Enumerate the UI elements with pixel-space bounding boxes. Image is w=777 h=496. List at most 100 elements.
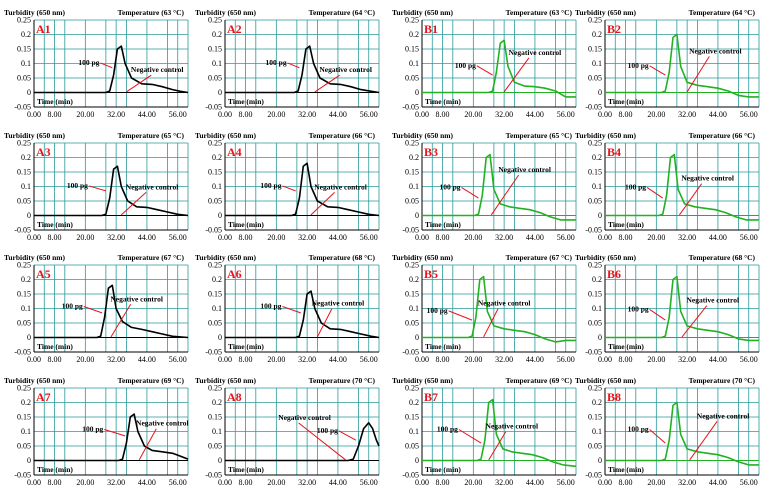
annotation-pointer bbox=[649, 308, 666, 321]
annotation-pointer bbox=[448, 310, 473, 321]
y-tick-label: 0.05 bbox=[405, 319, 419, 328]
temperature-label: Temperature (63 °C) bbox=[506, 8, 573, 17]
y-tick-label: 0 bbox=[218, 88, 222, 97]
x-tick-label: 0.00 bbox=[218, 233, 232, 242]
time-label: Time (min) bbox=[608, 97, 644, 106]
time-label: Time (min) bbox=[228, 342, 264, 351]
temperature-label: Temperature (68 °C) bbox=[309, 253, 376, 262]
annotation-negative-control: Negative control bbox=[319, 65, 372, 74]
panel-a5: -0.05 0 0.05 0.1 0.15 0.2 0.25 0.00 8.00 20.00 32.… bbox=[4, 253, 189, 364]
x-tick-label: 0.00 bbox=[415, 478, 429, 487]
y-tick-label: 0.15 bbox=[405, 413, 419, 422]
x-tick-label: 56.00 bbox=[740, 110, 758, 119]
panel-a6: -0.05 0 0.05 0.1 0.15 0.2 0.25 0.00 8.00 20.00 32.… bbox=[195, 253, 380, 364]
annotation-pointer bbox=[316, 308, 333, 338]
y-tick-label: 0.2 bbox=[409, 153, 419, 162]
y-tick-label: -0.05 bbox=[585, 471, 602, 480]
x-tick-label: 56.00 bbox=[740, 233, 758, 242]
temperature-label: Temperature (64 °C) bbox=[309, 8, 376, 17]
y-tick-label: 0.25 bbox=[17, 261, 31, 270]
y-tick-label: 0 bbox=[598, 456, 602, 465]
y-tick-label: 0.1 bbox=[592, 427, 602, 436]
y-tick-label: 0.1 bbox=[592, 182, 602, 191]
annotation-100pg: 100 pg bbox=[427, 306, 448, 315]
y-tick-label: 0 bbox=[598, 211, 602, 220]
x-tick-label: 0.00 bbox=[598, 233, 612, 242]
annotation-pointer bbox=[83, 306, 103, 314]
y-tick-label: 0.05 bbox=[405, 442, 419, 451]
x-tick-label: 8.00 bbox=[48, 110, 62, 119]
x-tick-label: 0.00 bbox=[598, 110, 612, 119]
annotation-pointer bbox=[120, 192, 147, 216]
x-tick-label: 20.00 bbox=[76, 233, 94, 242]
y-tick-label: 0.25 bbox=[405, 16, 419, 25]
x-tick-label: 20.00 bbox=[647, 233, 665, 242]
y-tick-label: 0.25 bbox=[405, 139, 419, 148]
annotation-100pg: 100 pg bbox=[437, 425, 458, 434]
y-tick-label: 0.05 bbox=[405, 74, 419, 83]
x-tick-label: 20.00 bbox=[76, 478, 94, 487]
turbidity-label: Turbidity (650 nm) bbox=[575, 253, 636, 262]
y-tick-label: 0 bbox=[27, 211, 31, 220]
x-tick-label: 0.00 bbox=[27, 478, 41, 487]
annotation-pointer bbox=[338, 430, 357, 441]
x-tick-label: 44.00 bbox=[138, 233, 156, 242]
y-tick-label: 0.1 bbox=[212, 427, 222, 436]
x-tick-label: 0.00 bbox=[415, 233, 429, 242]
x-tick-label: 32.00 bbox=[678, 233, 696, 242]
y-tick-label: 0.15 bbox=[17, 290, 31, 299]
y-tick-label: 0.05 bbox=[17, 319, 31, 328]
x-tick-label: 44.00 bbox=[329, 478, 347, 487]
x-tick-label: 44.00 bbox=[709, 110, 727, 119]
annotation-pointer bbox=[488, 431, 507, 461]
x-tick-label: 20.00 bbox=[267, 233, 285, 242]
x-tick-label: 32.00 bbox=[495, 233, 513, 242]
x-tick-label: 56.00 bbox=[169, 110, 187, 119]
turbidity-label: Turbidity (650 nm) bbox=[4, 253, 65, 262]
annotation-pointer bbox=[126, 74, 152, 93]
y-tick-label: 0.05 bbox=[17, 197, 31, 206]
annotation-pointer bbox=[314, 74, 340, 93]
annotation-pointer bbox=[104, 429, 126, 437]
annotation-negative-control: Negative control bbox=[697, 411, 750, 420]
annotation-pointer bbox=[689, 421, 718, 461]
y-tick-label: 0.25 bbox=[17, 139, 31, 148]
panel-label: A6 bbox=[227, 267, 242, 281]
y-tick-label: -0.05 bbox=[14, 103, 31, 112]
time-label: Time (min) bbox=[608, 342, 644, 351]
annotation-pointer bbox=[503, 57, 530, 93]
temperature-label: Temperature (67 °C) bbox=[506, 253, 573, 262]
panel-label: B8 bbox=[607, 390, 621, 404]
turbidity-label: Turbidity (650 nm) bbox=[195, 131, 256, 140]
series-100pg-line bbox=[422, 39, 576, 98]
temperature-label: Temperature (64 °C) bbox=[689, 8, 756, 17]
x-tick-label: 32.00 bbox=[495, 478, 513, 487]
y-tick-label: 0.15 bbox=[405, 45, 419, 54]
y-tick-label: 0.05 bbox=[17, 74, 31, 83]
panel-label: B4 bbox=[607, 145, 621, 159]
y-tick-label: -0.05 bbox=[205, 348, 222, 357]
y-tick-label: -0.05 bbox=[205, 471, 222, 480]
y-tick-label: 0 bbox=[218, 211, 222, 220]
y-tick-label: 0.15 bbox=[405, 290, 419, 299]
y-tick-label: -0.05 bbox=[585, 348, 602, 357]
y-tick-label: 0.2 bbox=[212, 275, 222, 284]
x-tick-label: 32.00 bbox=[495, 355, 513, 364]
turbidity-label: Turbidity (650 nm) bbox=[4, 8, 65, 17]
y-tick-label: -0.05 bbox=[14, 226, 31, 235]
annotation-100pg: 100 pg bbox=[628, 61, 649, 70]
annotation-negative-control: Negative control bbox=[478, 299, 531, 308]
annotation-negative-control: Negative control bbox=[498, 165, 551, 174]
panel-a8: -0.05 0 0.05 0.1 0.15 0.2 0.25 0.00 8.00 20.00 32.… bbox=[195, 376, 380, 487]
x-tick-label: 32.00 bbox=[678, 478, 696, 487]
x-tick-label: 20.00 bbox=[267, 478, 285, 487]
y-tick-label: 0.05 bbox=[208, 442, 222, 451]
y-tick-label: 0.25 bbox=[17, 384, 31, 393]
annotation-pointer bbox=[298, 422, 346, 461]
series-100pg-line bbox=[34, 413, 189, 462]
y-tick-label: 0.1 bbox=[212, 304, 222, 313]
turbidity-label: Turbidity (650 nm) bbox=[392, 376, 453, 385]
x-tick-label: 8.00 bbox=[436, 478, 450, 487]
panel-a1: -0.05 0 0.05 0.1 0.15 0.2 0.25 0.00 8.00 20.00 32.… bbox=[4, 8, 189, 119]
panel-label: A5 bbox=[36, 267, 51, 281]
